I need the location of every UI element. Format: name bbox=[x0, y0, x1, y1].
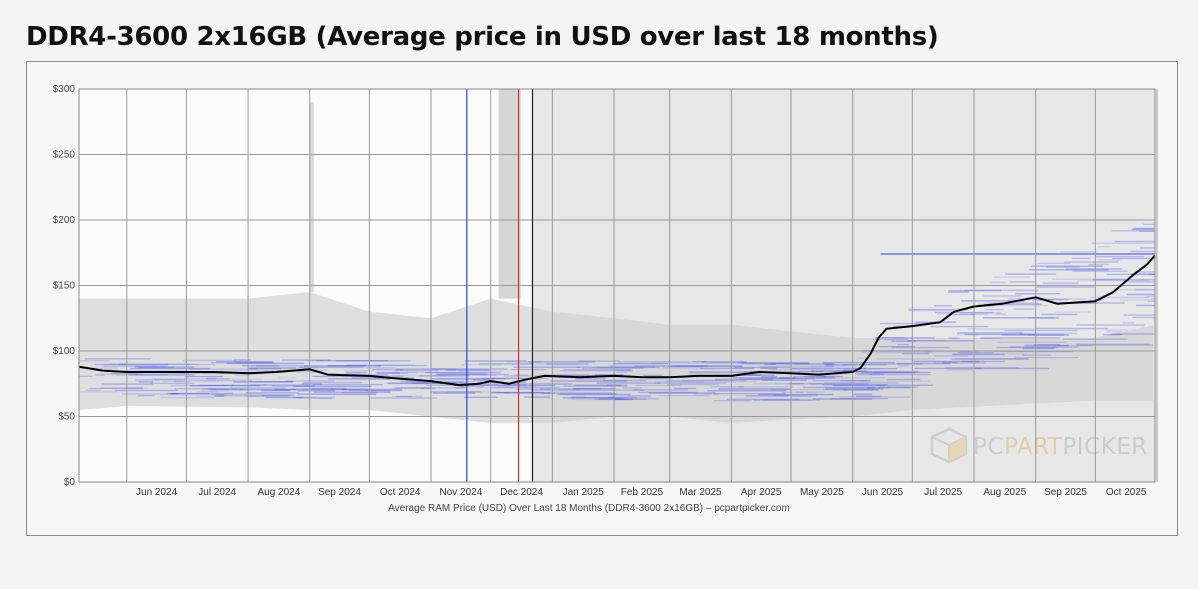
y-tick-label: $100 bbox=[53, 346, 76, 357]
x-tick-label: May 2025 bbox=[800, 487, 844, 498]
price-spike bbox=[498, 89, 521, 299]
y-tick-label: $300 bbox=[53, 84, 76, 95]
plot-border bbox=[78, 88, 1156, 483]
average-price-line bbox=[79, 254, 1155, 387]
price-chart: PCPARTPICKER $0 $50 $100 $150 $200 $250 $300 J… bbox=[53, 84, 1158, 514]
price-spike bbox=[309, 102, 314, 293]
chart-frame: PCPARTPICKER $0 $50 $100 $150 $200 $250 $300 J… bbox=[26, 61, 1178, 536]
watermark-text-part: PART bbox=[1004, 434, 1063, 460]
average-price-series bbox=[79, 254, 1155, 387]
pcpartpicker-watermark: PCPARTPICKER bbox=[930, 427, 1148, 464]
watermark-text-pc: PC bbox=[973, 434, 1004, 460]
page-title: DDR4-3600 2x16GB (Average price in USD o… bbox=[26, 22, 939, 52]
y-axis-ticks: $0 $50 $100 $150 $200 $250 $300 bbox=[53, 84, 76, 488]
y-tick-label: $250 bbox=[53, 150, 76, 161]
pcpartpicker-logo-icon bbox=[930, 427, 968, 464]
event-markers bbox=[466, 89, 534, 482]
x-tick-label: Sep 2025 bbox=[1044, 487, 1087, 498]
x-tick-label: Feb 2025 bbox=[621, 487, 664, 498]
x-tick-label: Jul 2025 bbox=[924, 487, 962, 498]
price-range-area bbox=[79, 292, 1153, 424]
x-tick-label: Jul 2024 bbox=[198, 487, 236, 498]
y-tick-label: $200 bbox=[53, 215, 76, 226]
x-tick-label: Aug 2024 bbox=[257, 487, 300, 498]
x-tick-label: Jan 2025 bbox=[563, 487, 605, 498]
x-tick-label: Nov 2024 bbox=[439, 487, 482, 498]
y-tick-label: $150 bbox=[53, 281, 76, 292]
x-tick-label: Sep 2024 bbox=[318, 487, 361, 498]
x-tick-label: Jun 2024 bbox=[136, 487, 178, 498]
y-tick-label: $50 bbox=[58, 412, 75, 423]
x-tick-label: Jun 2025 bbox=[862, 487, 904, 498]
chart-caption: Average RAM Price (USD) Over Last 18 Mon… bbox=[388, 503, 790, 514]
x-axis-ticks: Jun 2024 Jul 2024 Aug 2024 Sep 2024 Oct 2024… bbox=[136, 487, 1147, 498]
y-tick-label: $0 bbox=[64, 477, 76, 488]
x-tick-label: Aug 2025 bbox=[983, 487, 1026, 498]
watermark-text-picker: PICKER bbox=[1062, 434, 1147, 460]
x-tick-label: Dec 2024 bbox=[500, 487, 543, 498]
x-tick-label: Oct 2025 bbox=[1106, 487, 1147, 498]
svg-text:PCPARTPICKER: PCPARTPICKER bbox=[973, 434, 1148, 460]
x-tick-label: Mar 2025 bbox=[679, 487, 722, 498]
x-tick-label: Oct 2024 bbox=[380, 487, 421, 498]
x-tick-label: Apr 2025 bbox=[741, 487, 782, 498]
